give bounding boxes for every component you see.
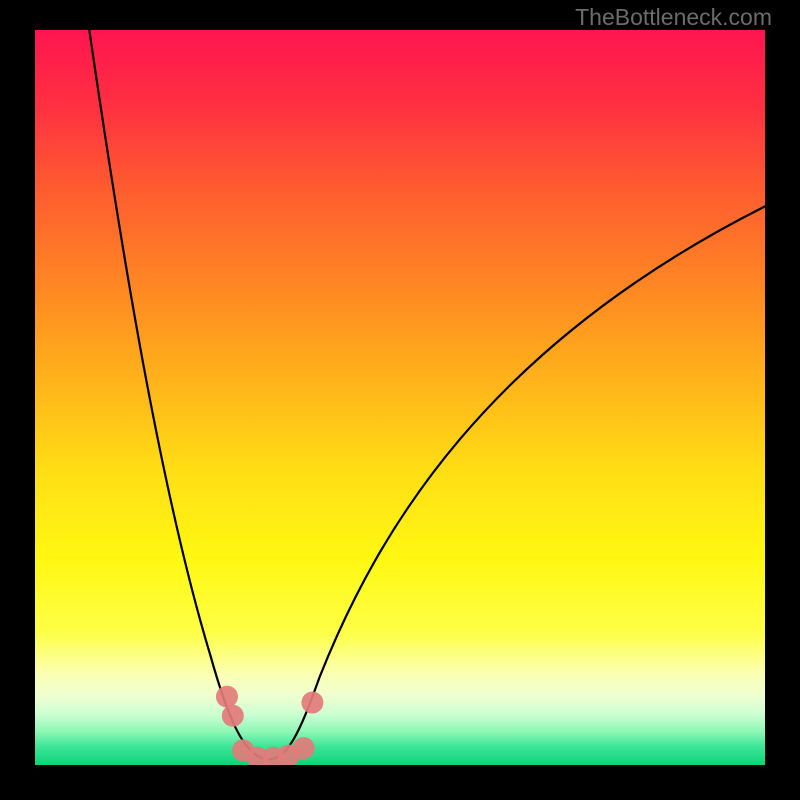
data-marker [293,737,315,759]
gradient-background [35,30,765,765]
watermark-text: TheBottleneck.com [575,4,772,31]
data-marker [216,686,238,708]
plot-area [35,30,765,765]
plot-svg [35,30,765,765]
data-marker [222,705,244,727]
data-marker [301,692,323,714]
